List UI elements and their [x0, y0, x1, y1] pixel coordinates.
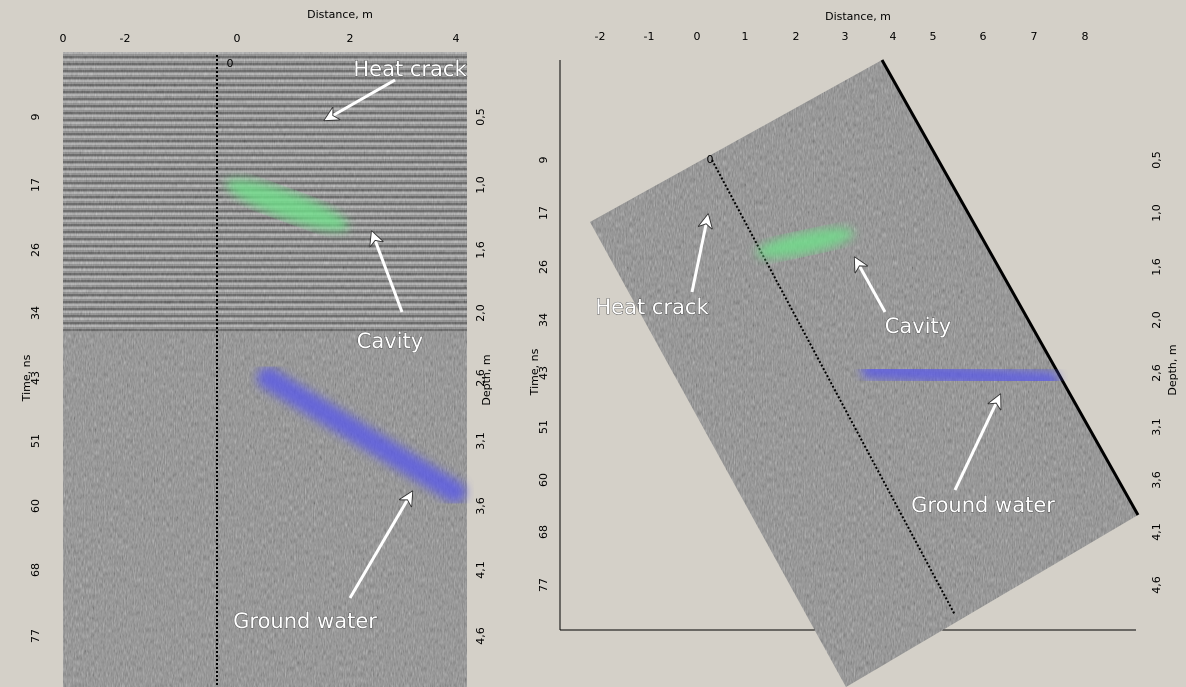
annotation: Heat crack	[595, 295, 709, 319]
time-tick-label: 51	[537, 420, 550, 434]
x-tick-label: 4	[453, 32, 460, 45]
annotation: Cavity	[357, 329, 423, 353]
depth-tick-label: 4,1	[1150, 523, 1163, 541]
x-tick-label: 6	[980, 30, 987, 43]
depth-tick-label: 3,1	[474, 432, 487, 450]
x-tick-label: 2	[793, 30, 800, 43]
time-tick-label: 43	[29, 371, 42, 385]
page: Distance, m0-20240Time, ns91726344351606…	[0, 0, 1186, 687]
depth-tick-label: 2,0	[1150, 311, 1163, 329]
time-tick-label: 34	[29, 306, 42, 320]
time-tick-label: 9	[29, 114, 42, 121]
x-tick-label: 7	[1031, 30, 1038, 43]
depth-tick-label: 3,6	[474, 497, 487, 515]
time-tick-label: 43	[537, 366, 550, 380]
left-radargram	[63, 52, 467, 687]
depth-tick-label: 1,6	[1150, 258, 1163, 276]
x-axis-title: Distance, m	[825, 10, 891, 23]
depth-tick-label: 0,5	[1150, 151, 1163, 169]
annotation: Ground water	[233, 609, 377, 633]
x-tick-label: 2	[347, 32, 354, 45]
time-tick-label: 60	[29, 499, 42, 513]
depth-tick-label: 0,5	[474, 108, 487, 126]
depth-tick-label: 2,6	[1150, 364, 1163, 382]
time-tick-label: 68	[537, 525, 550, 539]
depth-tick-label: 1,0	[474, 176, 487, 194]
x-tick-label: 4	[890, 30, 897, 43]
marker-label: 0	[707, 153, 714, 166]
time-tick-label: 9	[537, 157, 550, 164]
annotation: Cavity	[885, 314, 951, 338]
x-tick-label: 8	[1082, 30, 1089, 43]
x-tick-label: 0	[234, 32, 241, 45]
time-tick-label: 34	[537, 313, 550, 327]
x-tick-label: 1	[742, 30, 749, 43]
depth-tick-label: 4,6	[1150, 576, 1163, 594]
depth-tick-label: 4,1	[474, 561, 487, 579]
time-tick-label: 60	[537, 473, 550, 487]
x-tick-label: 3	[842, 30, 849, 43]
annotation: Ground water	[911, 493, 1055, 517]
x-tick-label: 5	[930, 30, 937, 43]
x-tick-label: -2	[120, 32, 131, 45]
depth-tick-label: 2,0	[474, 304, 487, 322]
x-tick-label: -2	[595, 30, 606, 43]
x-axis-title: Distance, m	[307, 8, 373, 21]
x-tick-label: -1	[644, 30, 655, 43]
time-tick-label: 77	[537, 578, 550, 592]
time-tick-label: 51	[29, 434, 42, 448]
right-radargram	[560, 55, 1145, 687]
marker-label: 0	[227, 57, 234, 70]
annotation: Heat crack	[353, 57, 467, 81]
right-axis-title: Depth, m	[1166, 344, 1179, 395]
depth-tick-label: 1,0	[1150, 204, 1163, 222]
time-tick-label: 26	[537, 260, 550, 274]
time-tick-label: 68	[29, 563, 42, 577]
time-tick-label: 17	[29, 178, 42, 192]
depth-tick-label: 4,6	[474, 627, 487, 645]
depth-tick-label: 3,1	[1150, 418, 1163, 436]
time-tick-label: 77	[29, 629, 42, 643]
x-tick-label: 0	[60, 32, 67, 45]
depth-tick-label: 2,6	[474, 369, 487, 387]
depth-tick-label: 1,6	[474, 241, 487, 259]
time-tick-label: 17	[537, 206, 550, 220]
depth-tick-label: 3,6	[1150, 471, 1163, 489]
time-tick-label: 26	[29, 243, 42, 257]
x-tick-label: 0	[694, 30, 701, 43]
